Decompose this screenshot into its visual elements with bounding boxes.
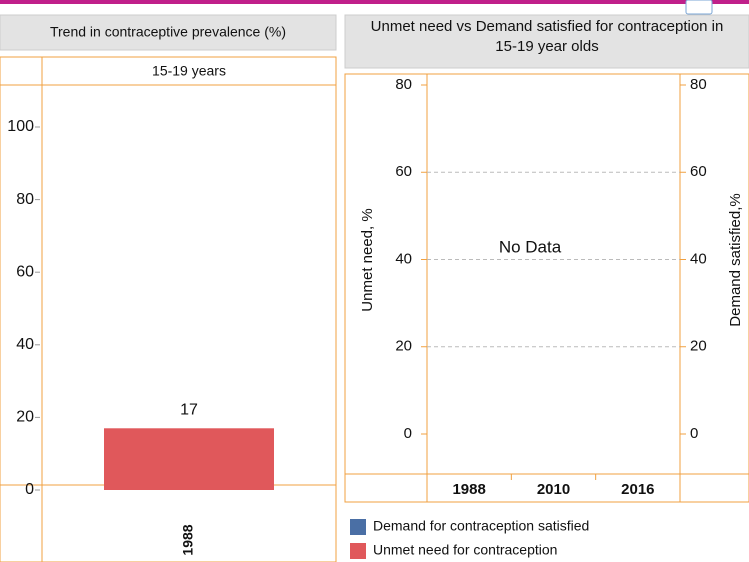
y-tick-label: 20 xyxy=(395,338,412,355)
y2-axis-label: Demand satisfied,% xyxy=(727,193,744,326)
y2-tick-label: 0 xyxy=(690,425,698,442)
panel-header xyxy=(344,14,749,69)
y-tick-label: 40 xyxy=(16,336,34,353)
y2-tick-label: 60 xyxy=(690,163,707,180)
legend-swatch xyxy=(350,519,366,535)
y-tick-label: 40 xyxy=(395,250,412,267)
bar xyxy=(104,428,274,490)
x-tick-label: 2016 xyxy=(621,481,654,498)
panel-header xyxy=(0,14,337,51)
panel-frame xyxy=(344,73,749,503)
x-tick-label: 1988 xyxy=(452,481,485,498)
top-bar xyxy=(0,0,749,4)
y-tick-label: 80 xyxy=(16,191,34,208)
x-tick-label: 1988 xyxy=(180,524,196,555)
y-tick-label: 100 xyxy=(7,118,34,135)
y-axis-label: Unmet need, % xyxy=(359,208,376,311)
y-tick-label: 80 xyxy=(395,76,412,93)
x-tick-label: 2010 xyxy=(537,481,570,498)
data-label: 17 xyxy=(180,402,198,419)
y2-tick-label: 40 xyxy=(690,250,707,267)
y-tick-label: 20 xyxy=(16,409,34,426)
subtitle: 15-19 years xyxy=(152,63,226,79)
y2-tick-label: 80 xyxy=(690,76,707,93)
icon[interactable] xyxy=(685,0,713,15)
y-tick-label: 60 xyxy=(16,263,34,280)
legend-swatch xyxy=(350,543,366,559)
y2-tick-label: 20 xyxy=(690,338,707,355)
legend-label: Unmet need for contraception xyxy=(373,542,557,558)
y-tick-label: 0 xyxy=(404,425,412,442)
chart-title-box: Unmet need vs Demand satisfied for contr… xyxy=(370,18,724,55)
no-data: No Data xyxy=(499,237,562,256)
chart-title: Trend in contraceptive prevalence (%) xyxy=(50,24,286,40)
legend-label: Demand for contraception satisfied xyxy=(373,518,589,534)
chart-title: Unmet need vs Demand satisfied for contr… xyxy=(370,18,724,55)
panel-frame xyxy=(0,56,337,562)
y-tick-label: 0 xyxy=(25,481,34,498)
y-tick-label: 60 xyxy=(395,163,412,180)
